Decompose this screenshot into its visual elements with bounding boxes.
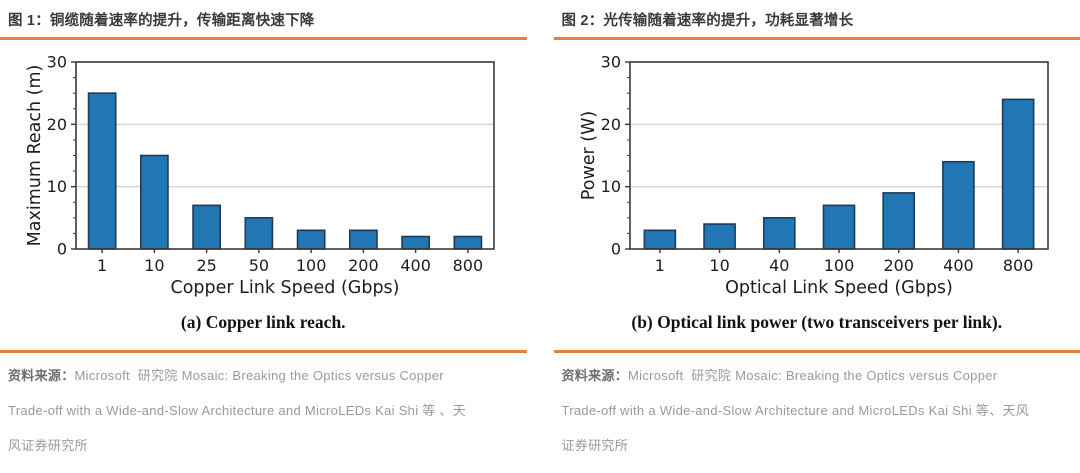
svg-text:10: 10: [144, 256, 164, 275]
source-label: 资料来源：: [561, 368, 629, 383]
svg-text:800: 800: [453, 256, 484, 275]
figure-panel-copper: 图 1：铜缆随着速率的提升，传输距离快速下降 0 10 20 30 1 10 25 50 100…: [0, 0, 527, 470]
svg-text:0: 0: [57, 240, 67, 259]
svg-text:Power (W): Power (W): [579, 111, 599, 200]
svg-text:30: 30: [600, 53, 620, 72]
svg-text:Optical Link Speed (Gbps): Optical Link Speed (Gbps): [725, 278, 953, 298]
svg-text:100: 100: [823, 256, 854, 275]
copper-reach-chart: 0 10 20 30 1 10 25 50 100 200 400 800 Copper Link Sp…: [25, 53, 496, 298]
caption-divider-left: [0, 350, 527, 353]
svg-text:25: 25: [197, 256, 217, 275]
source-text: Microsoft 研究院 Mosaic: Breaking the Optic…: [628, 368, 998, 383]
svg-text:800: 800: [1003, 256, 1034, 275]
figure-1-caption: (a) Copper link reach.: [180, 312, 346, 332]
source-line: 资料来源：Microsoft 研究院 Mosaic: Breaking the …: [8, 365, 527, 384]
title-divider-left: [0, 37, 527, 40]
svg-text:0: 0: [611, 240, 621, 259]
source-block-left: 资料来源：Microsoft 研究院 Mosaic: Breaking the …: [0, 353, 527, 454]
svg-text:1: 1: [655, 256, 665, 275]
source-line: 风证券研究所: [8, 438, 88, 453]
svg-text:10: 10: [600, 177, 620, 196]
source-block-right: 资料来源：Microsoft 研究院 Mosaic: Breaking the …: [554, 353, 1080, 454]
svg-text:400: 400: [943, 256, 974, 275]
source-line: Trade-off with a Wide-and-Slow Architect…: [8, 403, 467, 418]
source-text: Microsoft 研究院 Mosaic: Breaking the Optic…: [74, 368, 444, 383]
svg-text:10: 10: [709, 256, 729, 275]
svg-text:30: 30: [47, 53, 67, 72]
svg-text:50: 50: [249, 256, 269, 275]
chart-area-left: 0 10 20 30 1 10 25 50 100 200 400 800 Copper Link Sp…: [0, 40, 527, 303]
figure-2-caption: (b) Optical link power (two transceivers…: [631, 312, 1003, 332]
svg-text:Copper Link Speed (Gbps): Copper Link Speed (Gbps): [171, 278, 400, 298]
optical-power-chart: 0 10 20 30 1 10 40 100 200 400 800 Optical Link Spe…: [579, 53, 1049, 298]
svg-text:10: 10: [47, 177, 67, 196]
svg-text:Maximum Reach (m): Maximum Reach (m): [25, 65, 45, 247]
source-line: 资料来源：Microsoft 研究院 Mosaic: Breaking the …: [562, 365, 1080, 384]
svg-text:100: 100: [296, 256, 327, 275]
svg-text:200: 200: [883, 256, 914, 275]
svg-text:20: 20: [600, 115, 620, 134]
svg-text:20: 20: [47, 115, 67, 134]
source-line: Trade-off with a Wide-and-Slow Architect…: [561, 403, 1029, 418]
source-line: 证券研究所: [561, 438, 629, 453]
svg-text:1: 1: [97, 256, 107, 275]
svg-text:200: 200: [348, 256, 379, 275]
figure-panel-optical: 图 2：光传输随着速率的提升，功耗显著增长 0 10 20 30 1 10 40 100 200…: [553, 0, 1080, 470]
svg-text:40: 40: [769, 256, 789, 275]
figure-1-title: 图 1：铜缆随着速率的提升，传输距离快速下降: [8, 13, 315, 29]
caption-divider-right: [553, 350, 1080, 353]
svg-text:400: 400: [401, 256, 432, 275]
figure-2-title: 图 2：光传输随着速率的提升，功耗显著增长: [561, 13, 854, 29]
title-divider-right: [553, 37, 1080, 40]
chart-area-right: 0 10 20 30 1 10 40 100 200 400 800 Optical Link Spe…: [554, 40, 1080, 303]
source-label: 资料来源：: [8, 368, 75, 383]
